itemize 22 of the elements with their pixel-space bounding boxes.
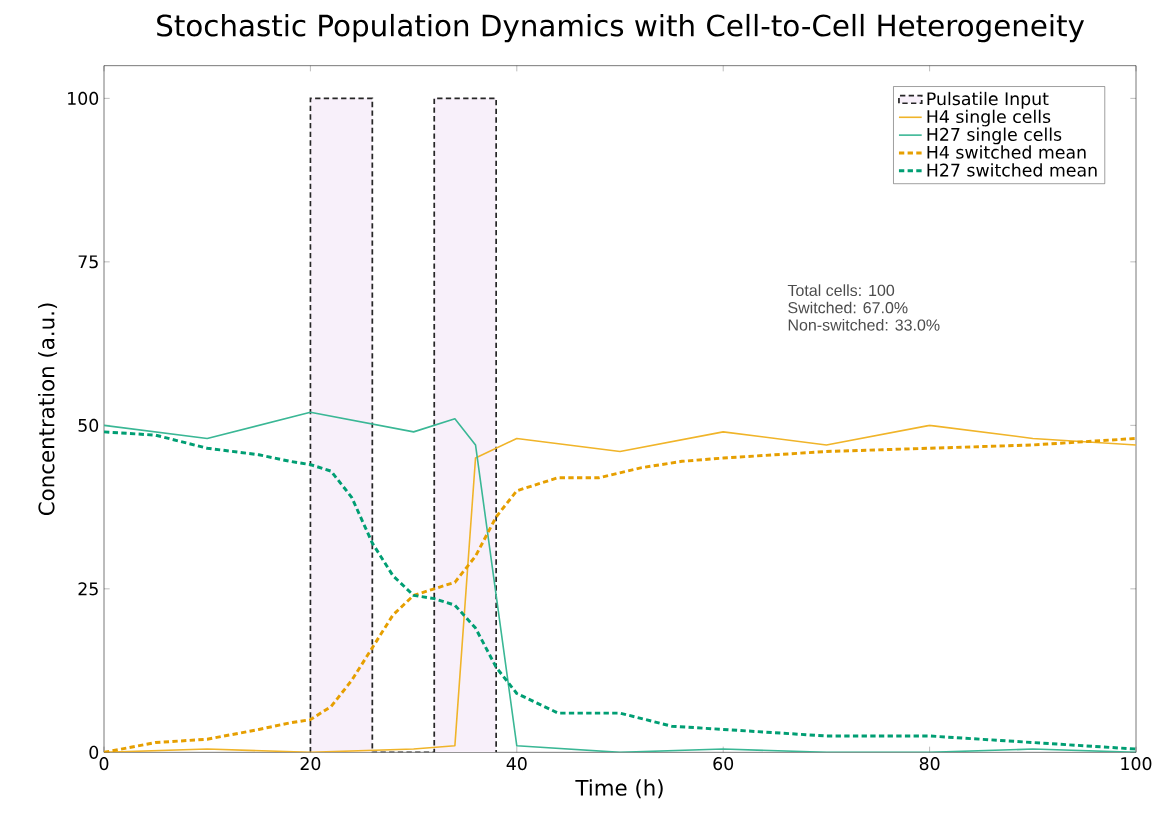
x-axis-title: Time (h) (575, 779, 663, 799)
x-tick-label: 100 (1121, 757, 1152, 771)
y-tick-label: 100 (68, 91, 99, 105)
x-tick-label: 60 (713, 757, 734, 771)
annotation: Total cells: 100 (787, 284, 895, 297)
annotation: Non-switched: 33.0% (788, 318, 940, 331)
legend-label: H4 switched mean (927, 145, 1086, 159)
legend-label: H4 single cells (927, 109, 1051, 127)
y-tick-label: 75 (78, 255, 98, 269)
annotation: Switched: 67.0% (788, 301, 908, 314)
legend-label: H27 single cells (927, 127, 1062, 145)
x-tick-label: 0 (99, 757, 109, 771)
legend-label: H27 switched mean (927, 163, 1097, 177)
y-axis-title: Concentration (a.u.) (38, 303, 58, 516)
legend-label: Pulsatile Input (927, 91, 1049, 109)
y-tick-label: 0 (89, 745, 99, 759)
x-tick-label: 40 (506, 757, 527, 771)
x-tick-label: 20 (300, 757, 321, 771)
x-tick-label: 80 (919, 757, 940, 771)
chart-title: Stochastic Population Dynamics with Cell-to-Cell Heterogeneity (157, 13, 1085, 43)
y-tick-label: 25 (78, 582, 98, 596)
y-tick-label: 50 (78, 418, 99, 432)
